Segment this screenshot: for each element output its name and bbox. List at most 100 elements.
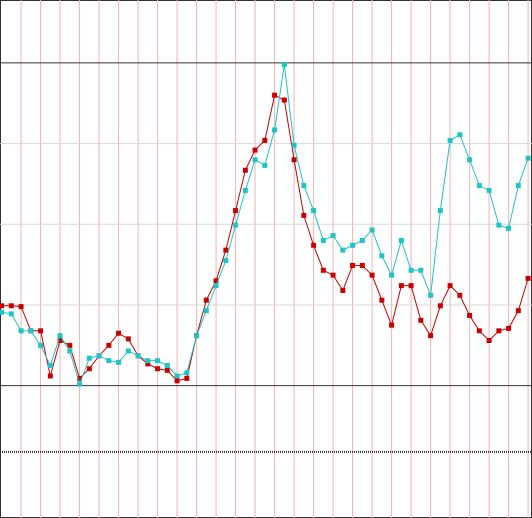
data-point: [359, 262, 365, 268]
data-point: [398, 237, 404, 243]
data-point: [125, 336, 131, 342]
data-point: [174, 373, 180, 379]
data-point: [28, 328, 34, 334]
data-point: [437, 208, 443, 214]
data-point: [379, 297, 385, 303]
data-point: [233, 208, 239, 214]
data-point: [418, 317, 424, 323]
data-point: [223, 247, 229, 253]
data-point: [57, 333, 63, 339]
data-point: [86, 355, 92, 361]
data-point: [330, 272, 336, 278]
data-point: [476, 183, 482, 189]
data-point: [213, 278, 219, 284]
data-point: [194, 333, 200, 339]
data-point: [67, 348, 73, 354]
data-point: [8, 311, 14, 317]
data-point: [125, 348, 131, 354]
data-point: [457, 132, 463, 138]
data-point: [67, 342, 73, 348]
data-point: [486, 337, 492, 343]
data-point: [18, 304, 24, 310]
data-point: [467, 312, 473, 318]
data-point: [408, 283, 414, 289]
data-point: [369, 227, 375, 233]
data-point: [96, 353, 102, 359]
data-point: [398, 283, 404, 289]
data-point: [106, 358, 112, 364]
data-point: [213, 283, 219, 289]
data-point: [428, 333, 434, 339]
data-point: [262, 162, 268, 168]
data-point: [350, 242, 356, 248]
data-point: [389, 322, 395, 328]
data-point: [242, 187, 248, 193]
data-point: [0, 303, 5, 309]
data-point: [408, 267, 414, 273]
data-point: [525, 155, 531, 161]
data-point: [340, 247, 346, 253]
data-point: [389, 272, 395, 278]
data-point: [38, 328, 44, 334]
data-point: [145, 358, 151, 364]
data-point: [301, 212, 307, 218]
data-point: [291, 157, 297, 163]
data-point: [86, 366, 92, 372]
data-point: [379, 253, 385, 259]
data-point: [281, 97, 287, 103]
data-point: [77, 375, 83, 381]
data-point: [272, 92, 278, 98]
data-point: [155, 366, 161, 372]
data-point: [447, 283, 453, 289]
data-point: [447, 137, 453, 143]
data-point: [291, 142, 297, 148]
data-point: [106, 342, 112, 348]
data-point: [203, 308, 209, 314]
data-point: [135, 353, 141, 359]
data-point: [223, 258, 229, 264]
data-point: [457, 292, 463, 298]
data-point: [515, 308, 521, 314]
data-point: [311, 242, 317, 248]
data-point: [116, 359, 122, 365]
data-point: [272, 127, 278, 133]
data-point: [320, 267, 326, 273]
data-point: [252, 147, 258, 153]
data-point: [525, 275, 531, 281]
data-point: [0, 309, 5, 315]
data-point: [418, 267, 424, 273]
data-point: [184, 375, 190, 381]
data-point: [330, 233, 336, 239]
data-point: [203, 297, 209, 303]
data-point: [252, 157, 258, 163]
data-point: [57, 337, 63, 343]
data-point: [155, 358, 161, 364]
data-point: [486, 187, 492, 193]
data-point: [145, 361, 151, 367]
data-point: [38, 342, 44, 348]
data-point: [476, 328, 482, 334]
data-point: [242, 167, 248, 173]
data-point: [359, 237, 365, 243]
data-point: [116, 330, 122, 336]
data-point: [47, 363, 53, 369]
data-point: [506, 225, 512, 231]
data-point: [437, 303, 443, 309]
data-point: [281, 62, 287, 68]
data-point: [233, 222, 239, 228]
data-point: [174, 378, 180, 384]
data-point: [262, 137, 268, 143]
data-point: [311, 208, 317, 214]
data-point: [47, 373, 53, 379]
data-point: [496, 328, 502, 334]
data-point: [164, 367, 170, 373]
data-point: [320, 237, 326, 243]
data-point: [184, 370, 190, 376]
data-point: [301, 183, 307, 189]
data-point: [8, 303, 14, 309]
data-point: [467, 157, 473, 163]
data-point: [506, 325, 512, 331]
